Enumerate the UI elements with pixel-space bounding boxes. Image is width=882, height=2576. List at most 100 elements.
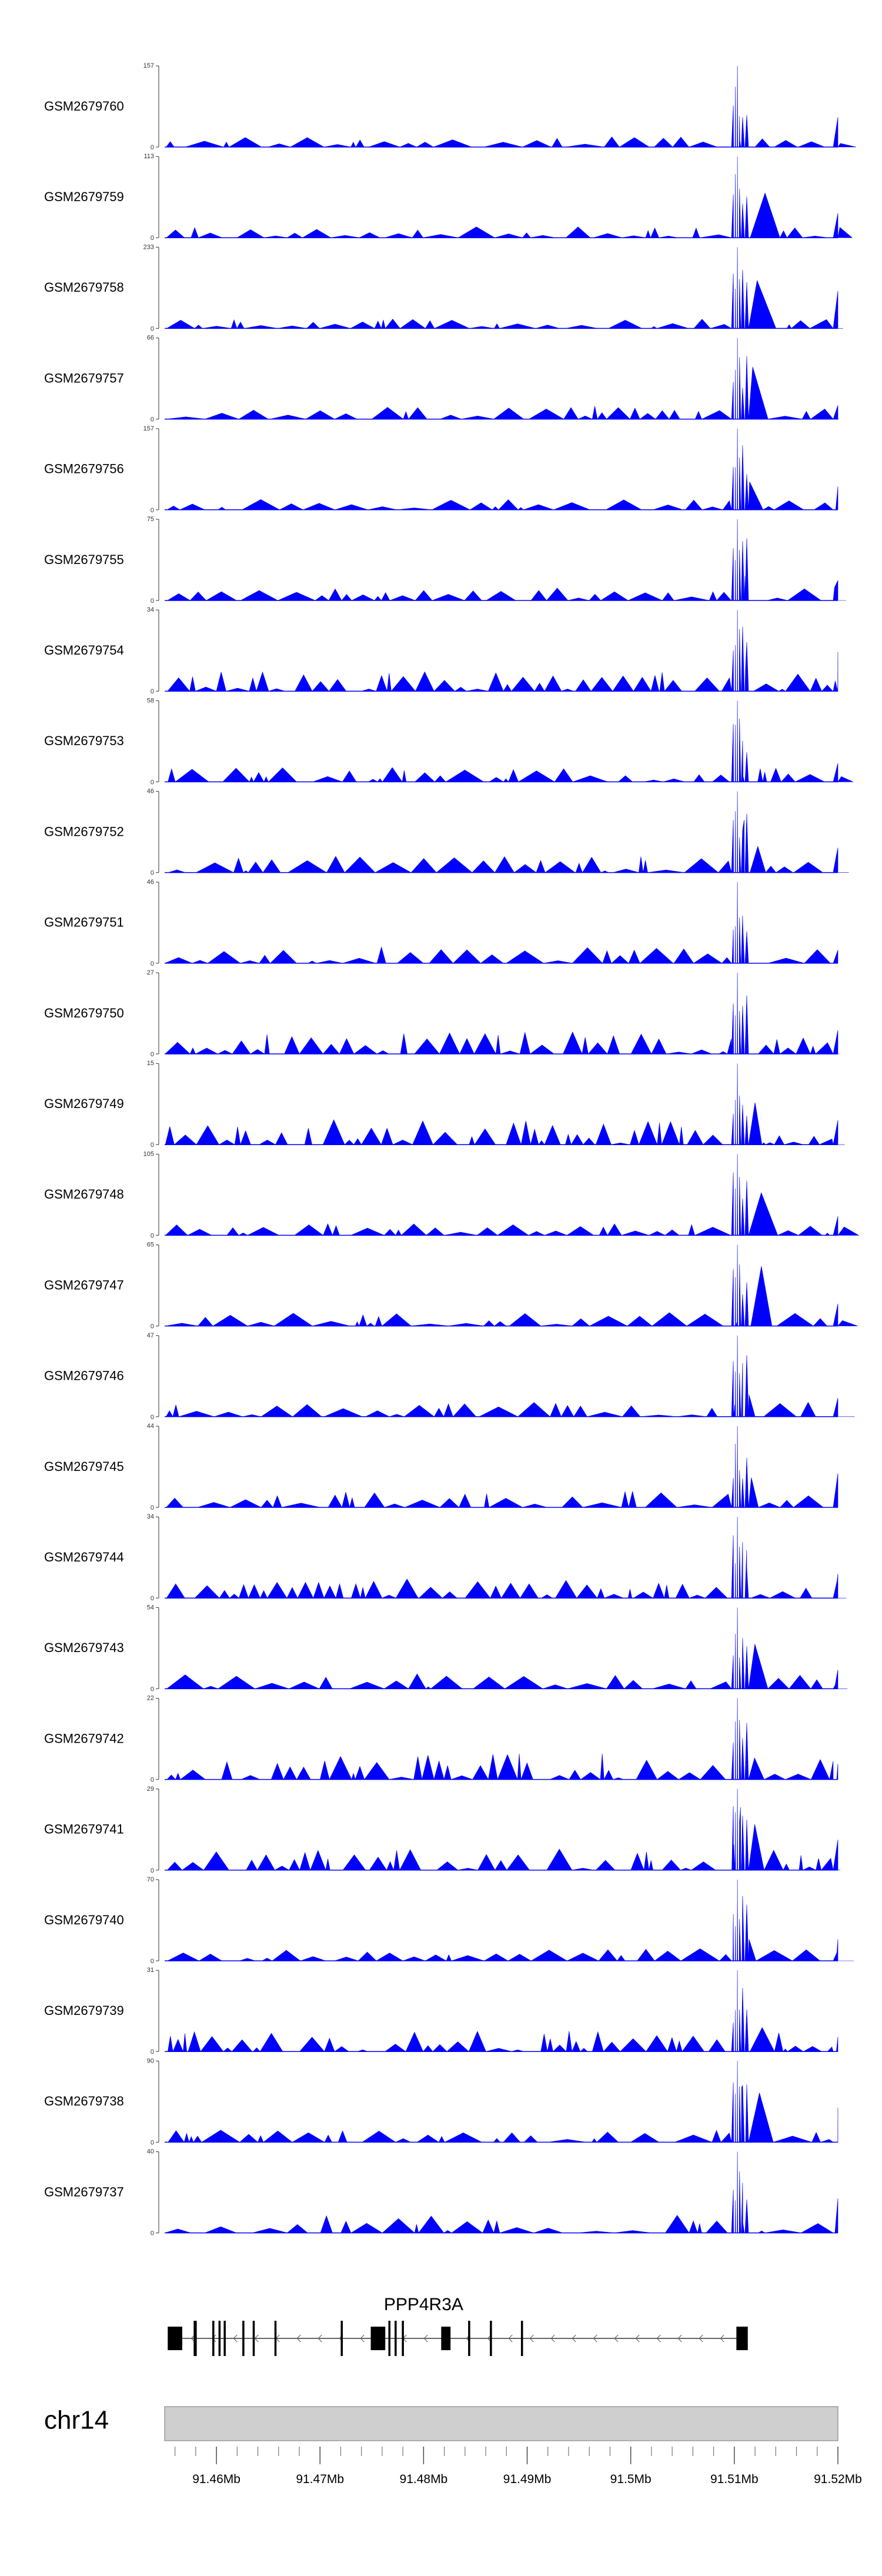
track-y-min-label: 0 <box>151 1595 154 1602</box>
coverage-track: GSM2679744 34 0 <box>44 1513 846 1602</box>
strand-chevron <box>550 2334 555 2343</box>
track-y-max-label: 31 <box>147 1967 154 1974</box>
strand-chevron <box>423 2334 428 2343</box>
coverage-area <box>165 972 840 1055</box>
gene-exon <box>193 2321 197 2356</box>
track-sample-label: GSM2679743 <box>44 1640 124 1655</box>
track-sample-label: GSM2679759 <box>44 189 124 204</box>
coverage-area <box>165 1426 838 1508</box>
track-y-min-label: 0 <box>151 2048 154 2056</box>
coverage-area <box>165 2061 838 2143</box>
track-y-max-label: 105 <box>143 1150 154 1157</box>
track-y-max-label: 66 <box>147 335 154 342</box>
gene-exon <box>340 2321 343 2356</box>
coverage-area <box>165 1879 854 1961</box>
coverage-area <box>165 428 838 510</box>
track-sample-label: GSM2679753 <box>44 733 124 748</box>
track-y-max-label: 44 <box>147 1423 154 1430</box>
coverage-track: GSM2679740 70 0 <box>44 1876 854 1965</box>
coverage-track: GSM2679753 58 0 <box>44 697 853 786</box>
coverage-area <box>165 1517 846 1599</box>
track-sample-label: GSM2679748 <box>44 1187 124 1202</box>
axis-tick-label: 91.5Mb <box>610 2472 652 2486</box>
coverage-track: GSM2679738 90 0 <box>44 2057 838 2146</box>
track-y-min-label: 0 <box>151 1323 154 1330</box>
chromosome-ideogram-band <box>164 2406 838 2441</box>
track-y-min-label: 0 <box>151 507 154 514</box>
track-y-min-label: 0 <box>151 1414 154 1421</box>
coverage-area <box>165 1970 838 2053</box>
track-sample-label: GSM2679755 <box>44 552 124 567</box>
coverage-area <box>165 791 849 873</box>
track-y-min-label: 0 <box>151 1958 154 1965</box>
coverage-area <box>165 882 838 964</box>
coverage-track: GSM2679757 66 0 <box>44 335 839 423</box>
coverage-area <box>165 338 839 420</box>
strand-chevron <box>572 2334 576 2343</box>
strand-chevron <box>296 2334 301 2343</box>
strand-chevron <box>677 2334 682 2343</box>
strand-chevron <box>614 2334 619 2343</box>
strand-chevron <box>635 2334 640 2343</box>
track-y-max-label: 40 <box>147 2148 154 2155</box>
track-sample-label: GSM2679745 <box>44 1459 124 1474</box>
track-sample-label: GSM2679737 <box>44 2184 124 2199</box>
track-y-max-label: 27 <box>147 969 154 976</box>
coverage-track: GSM2679755 75 0 <box>44 516 847 605</box>
gene-exon <box>252 2321 255 2356</box>
track-y-max-label: 47 <box>147 1332 154 1339</box>
gene-exon <box>736 2327 748 2350</box>
coverage-track: GSM2679749 15 0 <box>44 1060 845 1149</box>
track-y-max-label: 75 <box>147 516 154 523</box>
track-y-max-label: 65 <box>147 1242 154 1249</box>
coverage-track: GSM2679756 157 0 <box>44 425 838 514</box>
track-sample-label: GSM2679756 <box>44 462 124 476</box>
track-y-max-label: 22 <box>147 1695 154 1702</box>
coverage-track: GSM2679743 54 0 <box>44 1604 848 1693</box>
strand-chevron <box>699 2334 703 2343</box>
coverage-area <box>165 1335 855 1417</box>
track-sample-label: GSM2679746 <box>44 1369 124 1383</box>
gene-model-track: PPP4R3A <box>168 2295 748 2356</box>
track-y-min-label: 0 <box>151 1777 154 1784</box>
axis-tick-label: 91.47Mb <box>296 2472 344 2486</box>
track-sample-label: GSM2679752 <box>44 824 124 839</box>
axis-tick-label: 91.49Mb <box>503 2472 552 2486</box>
axis-tick-label: 91.51Mb <box>710 2472 759 2486</box>
track-sample-label: GSM2679744 <box>44 1550 124 1564</box>
gene-exon <box>388 2321 391 2356</box>
track-y-min-label: 0 <box>151 2139 154 2146</box>
strand-chevron <box>593 2334 597 2343</box>
track-y-min-label: 0 <box>151 2230 154 2237</box>
track-sample-label: GSM2679738 <box>44 2094 124 2108</box>
gene-exon <box>223 2321 226 2356</box>
gene-exon <box>441 2327 451 2350</box>
gene-name-label: PPP4R3A <box>384 2295 463 2314</box>
track-sample-label: GSM2679739 <box>44 2003 124 2018</box>
coverage-area <box>165 65 857 148</box>
track-y-min-label: 0 <box>151 1504 154 1511</box>
gene-exon <box>370 2327 386 2350</box>
track-y-min-label: 0 <box>151 1142 154 1149</box>
coverage-track: GSM2679745 44 0 <box>44 1423 838 1511</box>
track-sample-label: GSM2679740 <box>44 1913 124 1927</box>
track-sample-label: GSM2679749 <box>44 1096 124 1111</box>
axis-tick-label: 91.52Mb <box>814 2472 862 2486</box>
track-sample-label: GSM2679760 <box>44 99 124 114</box>
track-sample-label: GSM2679751 <box>44 915 124 930</box>
coverage-area <box>165 1607 848 1690</box>
gene-exon <box>218 2321 221 2356</box>
track-y-max-label: 70 <box>147 1876 154 1883</box>
coverage-track: GSM2679750 27 0 <box>44 969 840 1058</box>
track-y-min-label: 0 <box>151 1051 154 1058</box>
track-y-max-label: 157 <box>143 425 154 432</box>
coverage-area <box>165 1154 860 1236</box>
track-y-min-label: 0 <box>151 235 154 242</box>
coverage-track: GSM2679759 113 0 <box>44 153 853 242</box>
track-y-max-label: 46 <box>147 788 154 795</box>
track-y-min-label: 0 <box>151 1867 154 1874</box>
strand-chevron <box>233 2334 238 2343</box>
chromosome-label: chr14 <box>44 2406 109 2435</box>
coverage-area <box>165 156 853 239</box>
track-y-max-label: 15 <box>147 1060 154 1067</box>
